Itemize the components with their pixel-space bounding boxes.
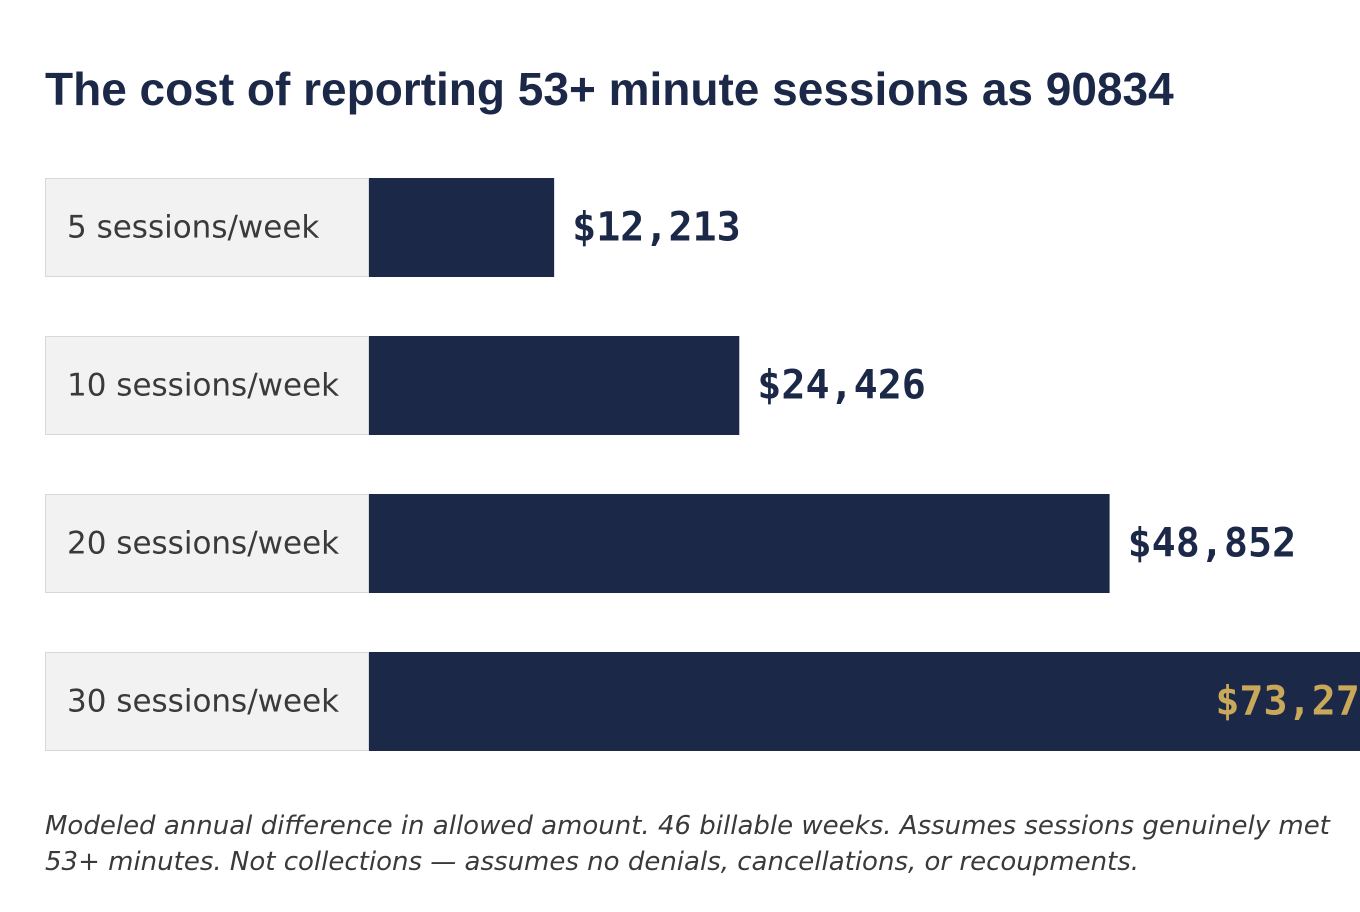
value-label: $12,213 [572, 205, 741, 251]
category-label: 20 sessions/week [67, 526, 339, 562]
bar-row: 20 sessions/week $48,852 [45, 494, 1297, 593]
bar-row: 5 sessions/week $12,213 [45, 178, 741, 277]
category-label-box [45, 652, 369, 751]
value-label: $48,852 [1128, 521, 1297, 567]
bars-layer: 5 sessions/week $12,213 10 sessions/week $2… [45, 178, 1360, 751]
value-label: $73,278 [1215, 679, 1360, 725]
bar [369, 494, 1110, 593]
bar [369, 336, 740, 435]
category-label-box [45, 178, 369, 277]
value-label: $24,426 [757, 363, 926, 409]
chart-footnote: Modeled annual difference in allowed amo… [45, 811, 1330, 877]
bar [369, 652, 1360, 751]
chart-title: The cost of reporting 53+ minute session… [45, 63, 1174, 115]
category-label-box [45, 494, 369, 593]
category-label: 10 sessions/week [67, 368, 339, 404]
category-label-box [45, 336, 369, 435]
bar [369, 178, 555, 277]
category-label: 5 sessions/week [67, 210, 319, 246]
category-label: 30 sessions/week [67, 684, 339, 720]
bar-row: 10 sessions/week $24,426 [45, 336, 926, 435]
bar-row: 30 sessions/week $73,278 [45, 652, 1360, 751]
